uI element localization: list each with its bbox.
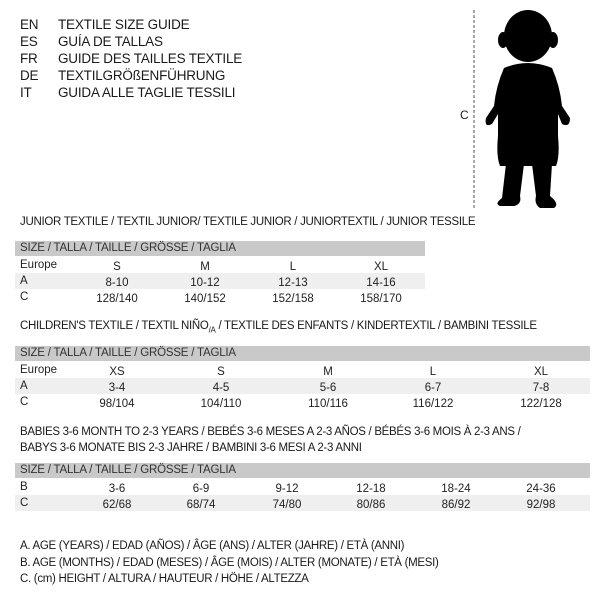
table-cell: 98/104	[99, 398, 135, 410]
child-silhouette-icon	[473, 10, 570, 210]
table-cell: 10-12	[190, 277, 220, 289]
table-cell: L	[429, 366, 437, 378]
size-header-bar: SIZE / TALLA / TAILLE / GRÖSSE / TAGLIA	[15, 241, 425, 256]
language-code: EN	[20, 17, 39, 32]
table-cell: 110/116	[308, 398, 348, 410]
row-stripe	[15, 378, 590, 394]
legend-c: C. (cm) HEIGHT / ALTURA / HAUTEUR / HÖHE…	[20, 573, 309, 585]
table-cell: XL	[373, 261, 389, 273]
table-cell: 122/128	[520, 398, 562, 410]
language-title: TEXTILGRÖßENFÜHRUNG	[58, 68, 226, 83]
table-cell: 128/140	[96, 293, 138, 305]
table-cell: 12-18	[356, 483, 386, 495]
language-code: FR	[20, 51, 38, 66]
table-cell: 12-13	[278, 277, 308, 289]
size-header: SIZE / TALLA / TAILLE / GRÖSSE / TAGLIA	[20, 347, 236, 359]
language-title: GUÍA DE TALLAS	[58, 34, 163, 49]
children-section-title: CHILDREN'S TEXTILE / TEXTIL NIÑO/A / TEX…	[20, 320, 537, 335]
size-header-bar: SIZE / TALLA / TAILLE / GRÖSSE / TAGLIA	[15, 463, 590, 478]
table-cell: 24-36	[526, 483, 556, 495]
size-header: SIZE / TALLA / TAILLE / GRÖSSE / TAGLIA	[20, 242, 236, 254]
table-cell: 18-24	[441, 483, 471, 495]
table-cell: 140/152	[184, 293, 226, 305]
table-cell: 9-12	[275, 483, 299, 495]
table-cell: 8-10	[105, 277, 129, 289]
row-label: C	[20, 497, 29, 509]
table-cell: S	[217, 366, 225, 378]
height-measure-label: C	[460, 108, 469, 122]
language-code: ES	[20, 34, 38, 49]
language-title: GUIDE DES TAILLES TEXTILE	[58, 51, 243, 66]
table-cell: 74/80	[272, 499, 302, 511]
language-code: DE	[20, 68, 39, 83]
table-cell: 158/170	[360, 293, 402, 305]
table-cell: 62/68	[102, 499, 132, 511]
table-cell: M	[200, 261, 210, 273]
row-label: Europe	[20, 364, 58, 376]
table-cell: L	[289, 261, 297, 273]
babies-section-title-line1: BABIES 3-6 MONTH TO 2-3 YEARS / BEBÉS 3-…	[20, 426, 521, 438]
table-cell: 92/98	[526, 499, 556, 511]
table-cell: 68/74	[186, 499, 216, 511]
table-cell: 116/122	[412, 398, 454, 410]
table-cell: M	[323, 366, 333, 378]
table-cell: 14-16	[366, 277, 396, 289]
babies-section-title-line2: BABYS 3-6 MONATE BIS 2-3 JAHRE / BAMBINI…	[20, 442, 362, 454]
table-cell: S	[113, 261, 121, 273]
table-cell: 80/86	[356, 499, 386, 511]
table-cell: XS	[109, 366, 125, 378]
size-header-bar: SIZE / TALLA / TAILLE / GRÖSSE / TAGLIA	[15, 346, 590, 361]
language-title: GUIDA ALLE TAGLIE TESSILI	[58, 85, 236, 100]
row-label: C	[20, 291, 29, 303]
row-label: A	[20, 380, 28, 392]
table-cell: 6-9	[192, 483, 210, 495]
table-cell: 5-6	[319, 382, 337, 394]
table-cell: 3-6	[108, 483, 126, 495]
language-title: TEXTILE SIZE GUIDE	[58, 17, 190, 32]
size-header: SIZE / TALLA / TAILLE / GRÖSSE / TAGLIA	[20, 464, 236, 476]
row-stripe	[15, 273, 425, 289]
row-label: Europe	[20, 259, 58, 271]
table-cell: XL	[533, 366, 549, 378]
table-cell: 6-7	[424, 382, 442, 394]
row-label: B	[20, 481, 28, 493]
table-cell: 104/110	[200, 398, 242, 410]
row-stripe	[15, 495, 590, 511]
legend-b: B. AGE (MONTHS) / EDAD (MESES) / ÂGE (MO…	[20, 557, 439, 569]
legend-a: A. AGE (YEARS) / EDAD (AÑOS) / ÂGE (ANS)…	[20, 540, 405, 552]
row-label: A	[20, 275, 28, 287]
junior-section-title: JUNIOR TEXTILE / TEXTIL JUNIOR/ TEXTILE …	[20, 216, 476, 228]
table-cell: 152/158	[272, 293, 314, 305]
language-code: IT	[20, 85, 32, 100]
table-cell: 3-4	[108, 382, 126, 394]
table-cell: 7-8	[532, 382, 550, 394]
table-cell: 4-5	[212, 382, 230, 394]
row-label: C	[20, 396, 29, 408]
table-cell: 86/92	[441, 499, 471, 511]
